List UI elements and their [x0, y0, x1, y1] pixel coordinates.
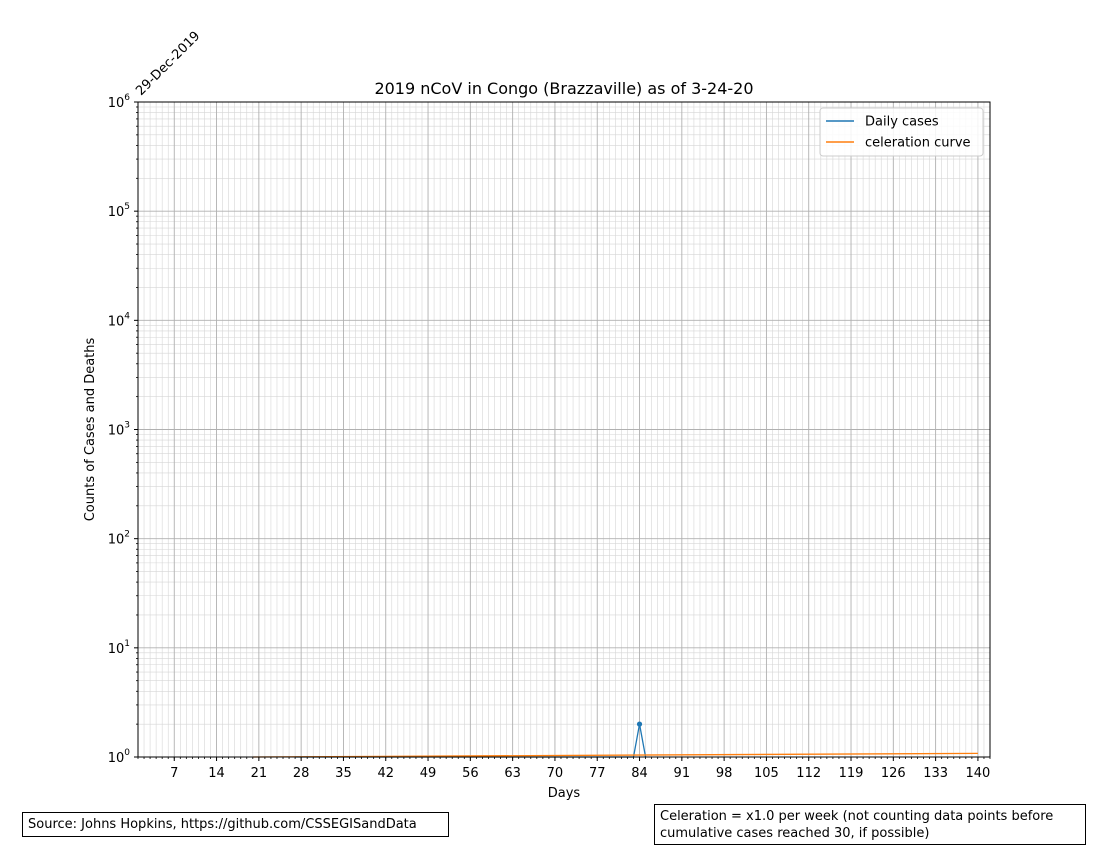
celeration-note: Celeration = x1.0 per week (not counting…: [654, 804, 1086, 845]
x-tick-label: 84: [631, 766, 648, 781]
y-axis-ticks: 100 101 102 103 104 105 106: [108, 93, 138, 766]
y-tick-label: 104: [108, 311, 131, 329]
data-point: [636, 721, 643, 727]
y-tick-label: 106: [108, 93, 131, 111]
x-tick-label: 35: [335, 766, 352, 781]
x-axis-label: Days: [548, 786, 581, 801]
y-axis-label: Counts of Cases and Deaths: [83, 337, 98, 521]
source-note: Source: Johns Hopkins, https://github.co…: [22, 812, 449, 837]
x-tick-label: 140: [966, 766, 991, 781]
x-tick-label: 91: [674, 766, 691, 781]
series-line-celeration-curve: [252, 752, 978, 758]
x-axis-ticks: 7 14 21 28 35 42 49 56 63 70 77 84 91 98 105 112 119 126 1…: [137, 757, 991, 781]
y-tick-label: 101: [108, 639, 130, 657]
start-date-label: 29-Dec-2019: [133, 29, 203, 99]
minor-gridlines-y: [138, 106, 990, 725]
x-tick-label: 49: [420, 766, 437, 781]
major-gridlines-y: [138, 101, 990, 758]
major-gridlines-x: [173, 102, 979, 757]
legend-label: Daily cases: [865, 115, 939, 130]
x-tick-label: 7: [170, 766, 178, 781]
x-tick-label: 133: [923, 766, 948, 781]
x-tick-label: 42: [377, 766, 394, 781]
x-tick-label: 21: [251, 766, 268, 781]
x-tick-label: 70: [547, 766, 564, 781]
x-tick-label: 112: [796, 766, 821, 781]
y-tick-label: 102: [108, 530, 130, 548]
x-tick-label: 63: [504, 766, 521, 781]
x-tick-label: 14: [208, 766, 225, 781]
x-tick-label: 126: [881, 766, 906, 781]
x-tick-label: 77: [589, 766, 606, 781]
y-tick-label: 105: [108, 202, 130, 220]
legend-label: celeration curve: [865, 136, 971, 151]
x-tick-label: 28: [293, 766, 310, 781]
x-tick-label: 56: [462, 766, 479, 781]
y-tick-label: 103: [108, 421, 130, 439]
y-tick-label: 100: [108, 748, 131, 766]
x-tick-label: 98: [716, 766, 733, 781]
chart-title: 2019 nCoV in Congo (Brazzaville) as of 3…: [374, 79, 753, 98]
x-tick-label: 105: [754, 766, 779, 781]
legend-frame: [819, 107, 984, 157]
x-tick-label: 119: [839, 766, 864, 781]
legend: Daily cases celeration curve: [819, 107, 984, 157]
